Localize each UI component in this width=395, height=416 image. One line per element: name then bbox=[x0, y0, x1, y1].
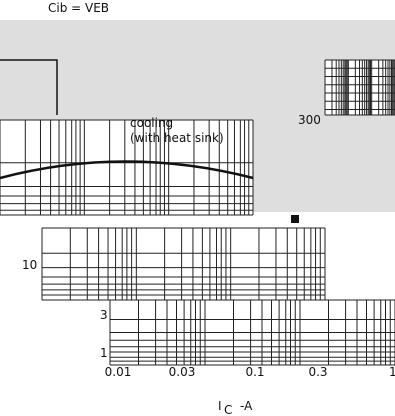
y-label: 300 bbox=[298, 113, 321, 127]
x-label: 0.01 bbox=[105, 365, 132, 379]
axis-label: I bbox=[218, 399, 222, 413]
box-edge bbox=[0, 59, 58, 115]
y-label: 3 bbox=[100, 308, 108, 322]
axis-label-unit: -A bbox=[240, 399, 253, 413]
formula: Cib = VEB bbox=[48, 1, 109, 15]
x-label: 0.3 bbox=[308, 365, 327, 379]
x-label: 1 bbox=[389, 365, 395, 379]
marker bbox=[291, 215, 299, 223]
x-label: 0.1 bbox=[245, 365, 264, 379]
y-label: 1 bbox=[100, 346, 108, 360]
x-label: 0.03 bbox=[169, 365, 196, 379]
curve bbox=[0, 160, 254, 180]
annotation-line: (with heat sink) bbox=[130, 131, 224, 145]
axis-label-sub: C bbox=[224, 403, 232, 416]
grid-lines bbox=[0, 59, 395, 366]
annotation-line: cooling bbox=[130, 116, 173, 130]
y-label: 10 bbox=[22, 258, 37, 272]
